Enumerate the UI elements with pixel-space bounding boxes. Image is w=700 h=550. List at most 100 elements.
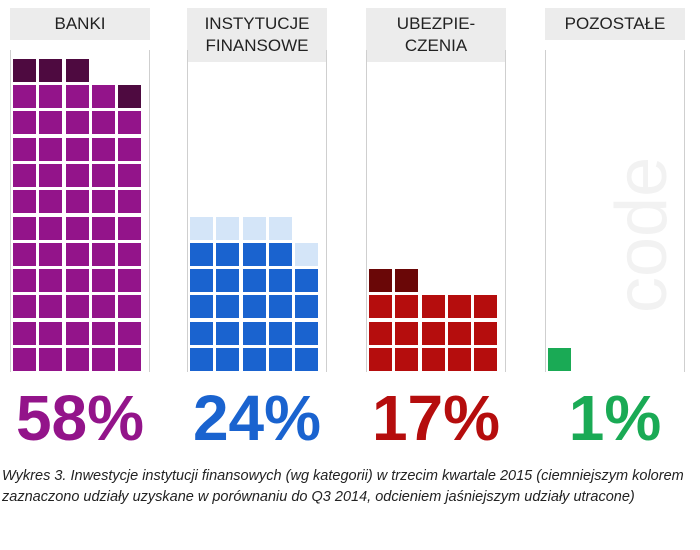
waffle-cell: [295, 321, 319, 345]
waffle-cell: [91, 111, 115, 135]
waffle-cell-lost: [242, 216, 266, 240]
waffle-cell-gained: [39, 58, 63, 82]
waffle-cell: [39, 137, 63, 161]
waffle-cell: [242, 269, 266, 293]
waffle-cell: [13, 348, 36, 371]
waffle-frame: [187, 50, 327, 372]
waffle-cell: [65, 111, 89, 135]
waffle-cell: [39, 216, 63, 240]
waffle-cell: [447, 295, 471, 319]
waffle-cell: [395, 295, 419, 319]
waffle-cell: [242, 348, 266, 371]
waffle-cell: [447, 348, 471, 371]
waffle-cell: [91, 163, 115, 187]
waffle-cell-gained: [118, 85, 142, 108]
waffle-cell-gained: [369, 269, 392, 293]
waffle-frame: [545, 50, 685, 372]
waffle-cell: [474, 295, 498, 319]
waffle-cell: [39, 348, 63, 371]
waffle-cell: [369, 295, 392, 319]
waffle-cell: [13, 216, 36, 240]
waffle-frame: [366, 50, 506, 372]
category-label: INSTYTUCJE FINANSOWE: [187, 8, 327, 62]
waffle-cell: [118, 348, 142, 371]
waffle-cell: [216, 269, 240, 293]
waffle-cell: [421, 348, 445, 371]
waffle-cell: [65, 216, 89, 240]
waffle-cell: [118, 137, 142, 161]
waffle-cell-lost: [216, 216, 240, 240]
category-label: POZOSTAŁE: [545, 8, 685, 40]
waffle-cell: [91, 137, 115, 161]
waffle-cell: [242, 295, 266, 319]
waffle-cell: [268, 348, 292, 371]
waffle-cell: [369, 348, 392, 371]
waffle-cell: [65, 348, 89, 371]
waffle-cell: [13, 295, 36, 319]
waffle-cell-lost: [268, 216, 292, 240]
waffle-cell: [39, 321, 63, 345]
waffle-cell: [268, 295, 292, 319]
waffle-cell: [39, 85, 63, 108]
waffle-cell: [65, 85, 89, 108]
waffle-cell: [268, 269, 292, 293]
waffle-cell: [548, 348, 571, 371]
waffle-cell: [91, 242, 115, 266]
category-panel: UBEZPIE- CZENIA 17%: [366, 0, 506, 453]
waffle-cell: [65, 242, 89, 266]
waffle-cell: [39, 111, 63, 135]
waffle-cell: [118, 295, 142, 319]
waffle-cell: [295, 295, 319, 319]
chart-caption: Wykres 3. Inwestycje instytucji finansow…: [2, 468, 684, 505]
waffle-cell: [65, 137, 89, 161]
waffle-cell: [13, 137, 36, 161]
waffle-cell: [118, 216, 142, 240]
waffle-cell: [13, 321, 36, 345]
waffle-cell: [190, 295, 213, 319]
waffle-cell: [268, 242, 292, 266]
waffle-cell: [65, 190, 89, 214]
waffle-cell: [190, 269, 213, 293]
waffle-cell: [118, 163, 142, 187]
waffle-cell: [13, 269, 36, 293]
category-panel: POZOSTAŁE 1%: [545, 0, 685, 453]
waffle-cell: [91, 85, 115, 108]
waffle-cell: [118, 190, 142, 214]
waffle-cell: [39, 190, 63, 214]
waffle-cell: [65, 269, 89, 293]
waffle-cell: [13, 190, 36, 214]
waffle-cell: [91, 295, 115, 319]
waffle-cell: [39, 295, 63, 319]
waffle-cell: [216, 242, 240, 266]
category-label: UBEZPIE- CZENIA: [366, 8, 506, 62]
waffle-cell: [91, 348, 115, 371]
waffle-cell: [39, 242, 63, 266]
waffle-frame: [10, 50, 150, 372]
waffle-cell: [118, 269, 142, 293]
waffle-cell: [474, 321, 498, 345]
waffle-cell: [268, 321, 292, 345]
waffle-cell: [13, 85, 36, 108]
waffle-cell: [447, 321, 471, 345]
waffle-cell: [91, 190, 115, 214]
category-value: 1%: [568, 382, 662, 454]
waffle-cell: [295, 269, 319, 293]
waffle-cell: [216, 321, 240, 345]
waffle-cell: [13, 163, 36, 187]
category-panel: INSTYTUCJE FINANSOWE 24%: [187, 0, 327, 453]
category-label: BANKI: [10, 8, 150, 40]
waffle-cell: [91, 321, 115, 345]
waffle-cell: [421, 295, 445, 319]
waffle-cell: [118, 111, 142, 135]
waffle-cell: [13, 111, 36, 135]
category-value: 58%: [15, 382, 145, 454]
waffle-cell: [474, 348, 498, 371]
waffle-cell: [190, 321, 213, 345]
waffle-cell: [395, 348, 419, 371]
waffle-cell: [39, 163, 63, 187]
waffle-cell-lost: [295, 242, 319, 266]
waffle-cell: [295, 348, 319, 371]
waffle-cell-lost: [190, 216, 213, 240]
category-value: 17%: [371, 382, 501, 454]
waffle-cell: [65, 163, 89, 187]
